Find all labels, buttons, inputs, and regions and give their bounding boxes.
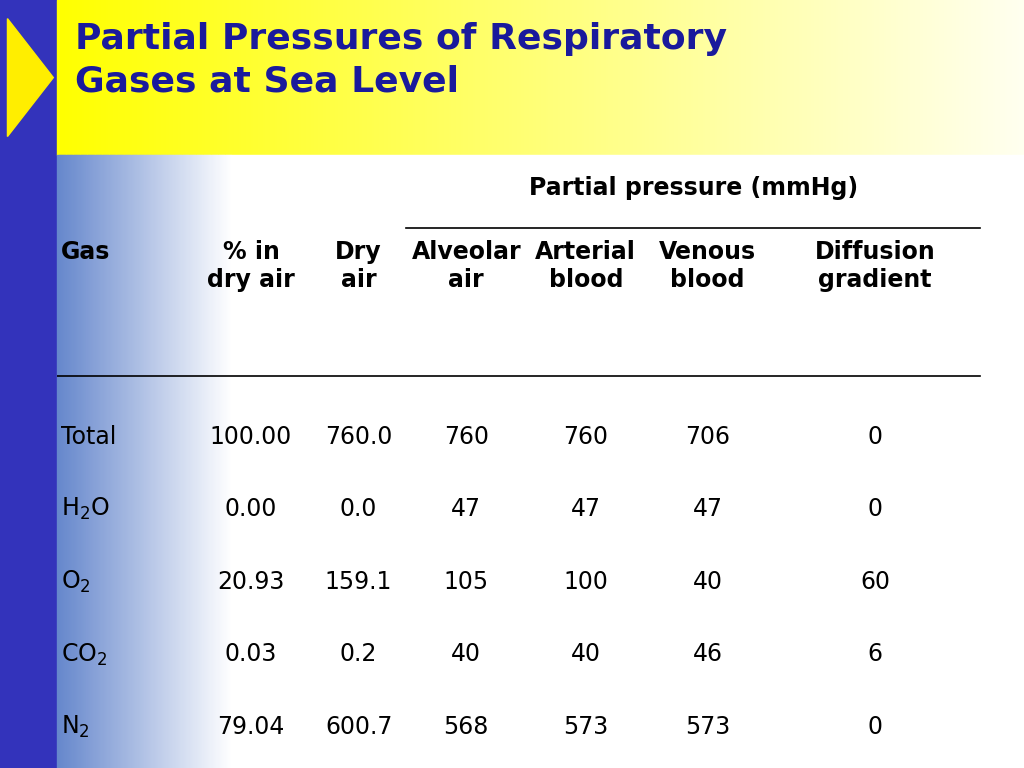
Text: 40: 40 [692,570,723,594]
Text: 568: 568 [443,715,488,739]
Text: 573: 573 [563,715,608,739]
Text: 6: 6 [867,642,883,667]
Text: Total: Total [61,425,117,449]
Text: 100.00: 100.00 [210,425,292,449]
Text: 0: 0 [867,425,883,449]
Text: 100: 100 [563,570,608,594]
Text: 0.2: 0.2 [340,642,377,667]
Text: 0.03: 0.03 [225,642,278,667]
Text: CO$_2$: CO$_2$ [61,641,108,667]
Text: 40: 40 [570,642,601,667]
Text: Arterial
blood: Arterial blood [536,240,636,292]
Text: Alveolar
air: Alveolar air [412,240,521,292]
Text: 706: 706 [685,425,730,449]
Text: Gas: Gas [61,240,111,264]
Text: Dry
air: Dry air [335,240,382,292]
Text: 47: 47 [452,497,481,521]
Text: 760: 760 [443,425,488,449]
Text: 60: 60 [860,570,890,594]
Text: Partial pressure (mmHg): Partial pressure (mmHg) [528,177,858,200]
Polygon shape [7,18,53,137]
Text: 47: 47 [570,497,601,521]
Text: Venous
blood: Venous blood [659,240,757,292]
Text: 0.00: 0.00 [225,497,278,521]
Text: H$_2$O: H$_2$O [61,496,110,522]
Text: Partial Pressures of Respiratory
Gases at Sea Level: Partial Pressures of Respiratory Gases a… [76,22,727,98]
Text: 159.1: 159.1 [325,570,392,594]
Text: 760: 760 [563,425,608,449]
Text: O$_2$: O$_2$ [61,568,91,595]
Text: 46: 46 [692,642,723,667]
Text: 105: 105 [443,570,488,594]
Text: 0: 0 [867,715,883,739]
Text: 40: 40 [452,642,481,667]
Text: 0.0: 0.0 [340,497,377,521]
Text: 573: 573 [685,715,730,739]
Text: 760.0: 760.0 [325,425,392,449]
Text: 20.93: 20.93 [217,570,285,594]
Text: 0: 0 [867,497,883,521]
Text: Diffusion
gradient: Diffusion gradient [815,240,936,292]
Text: 600.7: 600.7 [325,715,392,739]
Text: 79.04: 79.04 [217,715,285,739]
Text: % in
dry air: % in dry air [207,240,295,292]
Text: 47: 47 [692,497,723,521]
Text: N$_2$: N$_2$ [61,714,90,740]
